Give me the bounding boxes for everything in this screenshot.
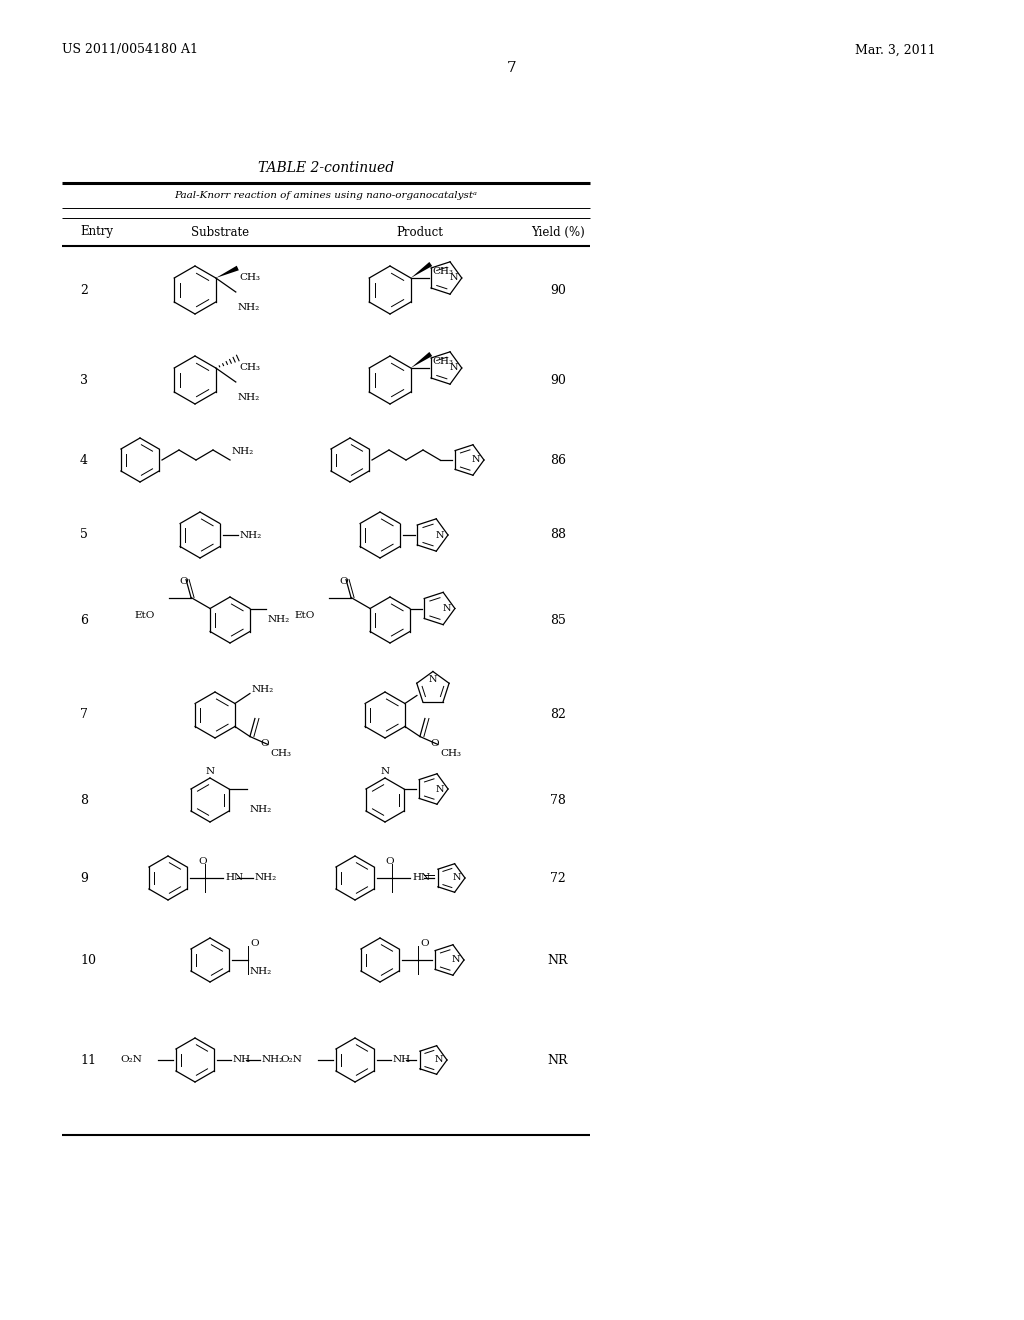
Text: 90: 90 <box>550 284 566 297</box>
Text: N: N <box>435 1056 443 1064</box>
Text: 8: 8 <box>80 793 88 807</box>
Text: N: N <box>452 956 460 965</box>
Text: CH₃: CH₃ <box>433 268 454 276</box>
Text: O₂N: O₂N <box>280 1056 302 1064</box>
Text: Substrate: Substrate <box>190 226 249 239</box>
Text: NH₂: NH₂ <box>232 447 254 457</box>
Text: 82: 82 <box>550 709 566 722</box>
Text: N: N <box>429 675 437 684</box>
Text: NH₂: NH₂ <box>262 1056 285 1064</box>
Text: 6: 6 <box>80 614 88 627</box>
Text: NR: NR <box>548 1053 568 1067</box>
Text: N: N <box>450 273 458 282</box>
Text: 72: 72 <box>550 871 566 884</box>
Text: O: O <box>250 940 259 949</box>
Text: O: O <box>199 858 207 866</box>
Text: O: O <box>260 738 268 747</box>
Text: 3: 3 <box>80 374 88 387</box>
Text: CH₃: CH₃ <box>433 358 454 367</box>
Text: O: O <box>420 940 429 949</box>
Text: N: N <box>436 784 444 793</box>
Text: CH₃: CH₃ <box>440 748 461 758</box>
Text: 11: 11 <box>80 1053 96 1067</box>
Text: NH₂: NH₂ <box>240 531 262 540</box>
Text: N: N <box>442 605 452 612</box>
Text: 7: 7 <box>507 61 517 75</box>
Text: Yield (%): Yield (%) <box>531 226 585 239</box>
Polygon shape <box>411 261 432 279</box>
Text: Entry: Entry <box>80 226 113 239</box>
Text: NH₂: NH₂ <box>252 685 274 694</box>
Polygon shape <box>216 265 239 279</box>
Text: 90: 90 <box>550 374 566 387</box>
Text: Paal-Knorr reaction of amines using nano-organocatalystᵃ: Paal-Knorr reaction of amines using nano… <box>174 191 477 201</box>
Text: Mar. 3, 2011: Mar. 3, 2011 <box>855 44 936 57</box>
Text: 78: 78 <box>550 793 566 807</box>
Text: NH: NH <box>233 1056 251 1064</box>
Text: 86: 86 <box>550 454 566 466</box>
Text: US 2011/0054180 A1: US 2011/0054180 A1 <box>62 44 198 57</box>
Text: CH₃: CH₃ <box>240 273 261 282</box>
Text: Product: Product <box>396 226 443 239</box>
Text: O: O <box>180 578 188 586</box>
Text: 7: 7 <box>80 709 88 722</box>
Text: N: N <box>206 767 215 776</box>
Text: HN: HN <box>225 874 243 883</box>
Text: N: N <box>450 363 458 372</box>
Text: N: N <box>381 767 389 776</box>
Text: O₂N: O₂N <box>120 1056 142 1064</box>
Text: O: O <box>340 578 348 586</box>
Text: N: N <box>472 455 480 465</box>
Text: N: N <box>436 531 444 540</box>
Text: 2: 2 <box>80 284 88 297</box>
Text: NH₂: NH₂ <box>249 805 271 814</box>
Polygon shape <box>411 352 432 368</box>
Text: NR: NR <box>548 953 568 966</box>
Text: EtO: EtO <box>135 610 156 619</box>
Text: NH₂: NH₂ <box>238 304 260 313</box>
Text: EtO: EtO <box>295 610 315 619</box>
Text: 5: 5 <box>80 528 88 541</box>
Text: NH₂: NH₂ <box>255 874 278 883</box>
Text: CH₃: CH₃ <box>240 363 261 372</box>
Text: TABLE 2-continued: TABLE 2-continued <box>258 161 394 176</box>
Text: O: O <box>430 738 438 747</box>
Text: 9: 9 <box>80 871 88 884</box>
Text: NH₂: NH₂ <box>268 615 290 624</box>
Text: N: N <box>453 874 461 883</box>
Text: 85: 85 <box>550 614 566 627</box>
Text: CH₃: CH₃ <box>270 748 291 758</box>
Text: 10: 10 <box>80 953 96 966</box>
Text: NH₂: NH₂ <box>238 393 260 403</box>
Text: NH: NH <box>393 1056 411 1064</box>
Text: NH₂: NH₂ <box>250 968 272 977</box>
Text: 4: 4 <box>80 454 88 466</box>
Text: O: O <box>386 858 394 866</box>
Text: 88: 88 <box>550 528 566 541</box>
Text: HN: HN <box>412 874 430 883</box>
